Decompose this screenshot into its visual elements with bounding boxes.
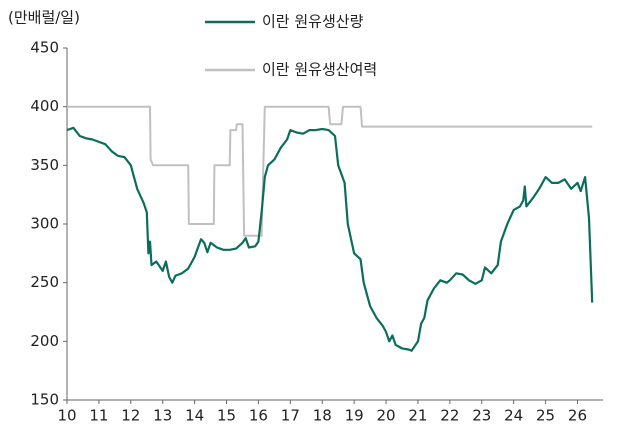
x-tick-label: 17 [281,407,300,425]
x-tick-label: 19 [345,407,364,425]
x-tick-label: 22 [440,407,459,425]
y-tick-label: 400 [30,97,59,115]
x-tick-label: 26 [568,407,587,425]
x-tick-label: 20 [377,407,396,425]
x-tick-label: 18 [313,407,332,425]
y-tick-label: 350 [30,156,59,174]
legend-label: 이란 원유생산여력 [262,61,377,79]
series-line [67,105,593,237]
x-tick-label: 21 [408,407,427,425]
x-tick-label: 15 [217,407,236,425]
y-tick-label: 450 [30,39,59,57]
y-tick-label: 250 [30,273,59,291]
y-tick-label: 200 [30,332,59,350]
x-tick-label: 10 [57,407,76,425]
x-tick-label: 14 [185,407,204,425]
x-tick-label: 25 [536,407,555,425]
x-tick-label: 16 [249,407,268,425]
legend-label: 이란 원유생산량 [262,13,364,31]
x-tick-label: 24 [504,407,523,425]
y-tick-label: 300 [30,215,59,233]
x-tick-label: 23 [472,407,491,425]
y-tick-label: 150 [30,391,59,409]
x-tick-label: 12 [121,407,140,425]
y-axis-label: (만배럴/일) [8,9,80,27]
series-line [66,126,594,352]
x-tick-label: 11 [89,407,108,425]
x-tick-label: 13 [153,407,172,425]
